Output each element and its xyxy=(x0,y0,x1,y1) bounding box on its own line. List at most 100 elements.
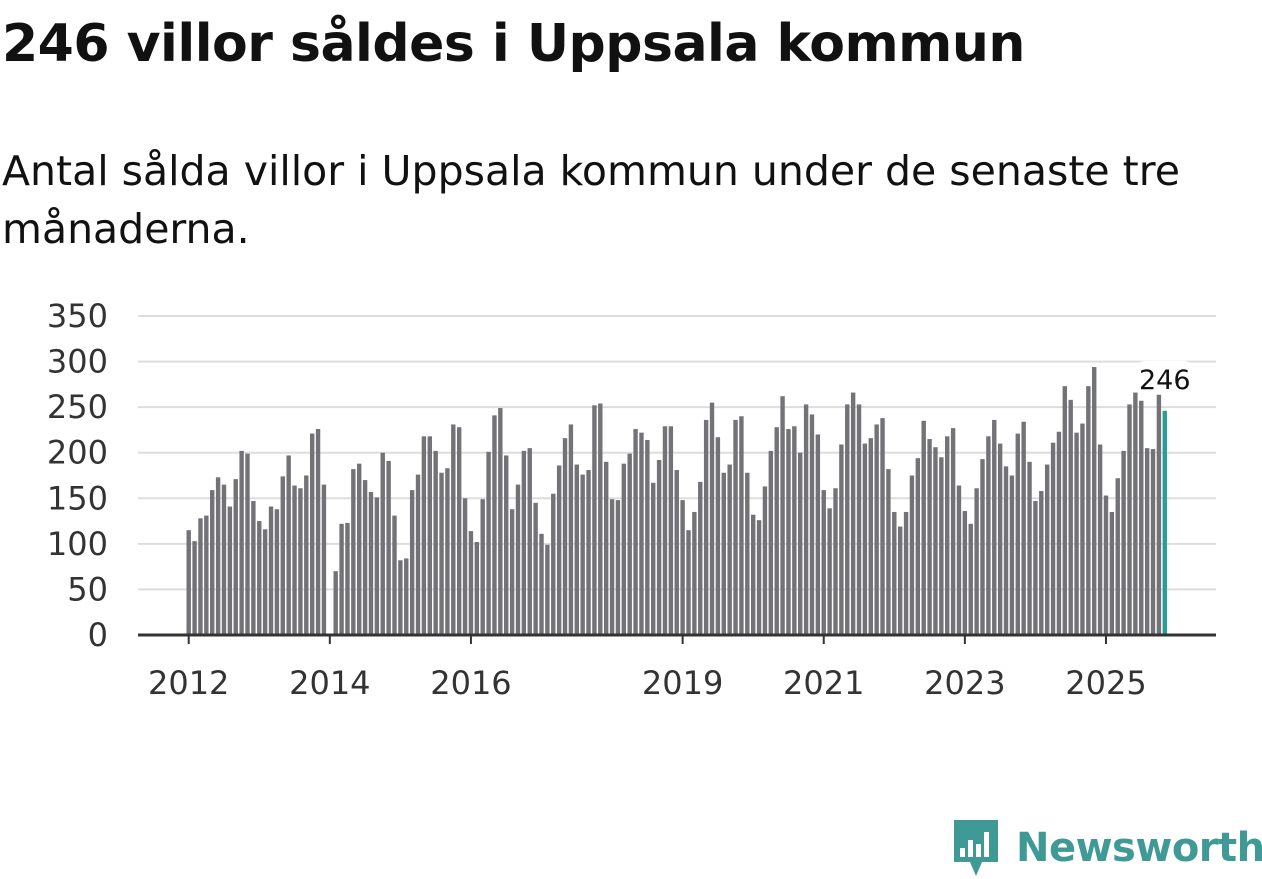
bar xyxy=(486,451,491,635)
bar xyxy=(1074,432,1079,635)
bar xyxy=(380,452,385,635)
bar xyxy=(198,518,203,635)
bar xyxy=(245,453,250,635)
bar xyxy=(551,493,556,635)
bar xyxy=(756,520,762,635)
bar xyxy=(221,484,227,635)
y-tick-label: 50 xyxy=(67,570,108,608)
bar xyxy=(368,491,374,635)
bar xyxy=(1003,466,1009,635)
bar xyxy=(845,404,850,635)
bar xyxy=(733,419,738,635)
bars xyxy=(186,367,1167,635)
bar xyxy=(950,428,956,635)
y-tick-label: 350 xyxy=(47,297,108,335)
bar xyxy=(421,436,427,635)
newsworthy-brand: Newsworthy xyxy=(952,818,1262,878)
bar xyxy=(1150,449,1156,635)
bar xyxy=(280,476,285,635)
bar xyxy=(856,404,862,635)
bar xyxy=(292,485,297,635)
bar xyxy=(656,460,662,635)
bar xyxy=(739,416,744,635)
bar xyxy=(974,488,979,635)
bar xyxy=(1144,448,1150,635)
bar xyxy=(862,443,868,635)
bar xyxy=(192,541,197,635)
bar xyxy=(897,526,903,635)
bar xyxy=(1033,501,1038,635)
bar xyxy=(1092,367,1097,635)
bar xyxy=(210,490,215,635)
bar xyxy=(686,530,691,635)
bar xyxy=(615,500,621,635)
bar xyxy=(533,502,538,635)
bar xyxy=(850,392,856,635)
bar xyxy=(574,464,579,635)
x-tick-label: 2021 xyxy=(783,664,864,702)
bar xyxy=(598,403,603,635)
bar xyxy=(621,463,627,635)
bar xyxy=(762,486,768,635)
highlight-value-label: 246 xyxy=(1139,365,1191,396)
bar xyxy=(1109,511,1115,635)
x-tick-label: 2012 xyxy=(148,664,229,702)
bar xyxy=(645,439,650,635)
bar xyxy=(227,506,233,635)
bar xyxy=(321,484,327,635)
bar xyxy=(674,470,679,635)
bar xyxy=(833,488,838,635)
bar xyxy=(727,464,732,635)
y-tick-label: 0 xyxy=(88,616,108,654)
bar xyxy=(909,475,915,635)
bar xyxy=(1056,431,1062,635)
bar xyxy=(1127,404,1132,635)
bar xyxy=(498,408,503,635)
bar xyxy=(386,460,391,635)
bar xyxy=(1080,423,1085,635)
y-tick-label: 100 xyxy=(47,525,108,563)
bar xyxy=(786,429,791,635)
bar xyxy=(609,499,615,635)
bar xyxy=(803,404,809,635)
bar xyxy=(409,490,415,635)
value-label-background xyxy=(1132,360,1197,395)
x-tick-label: 2016 xyxy=(430,664,511,702)
bar xyxy=(927,439,932,635)
bar xyxy=(997,443,1003,635)
bar xyxy=(527,448,532,635)
bar xyxy=(745,472,750,635)
bar xyxy=(404,558,409,635)
bar xyxy=(1021,421,1026,635)
bar xyxy=(939,457,944,635)
bar xyxy=(1044,464,1050,635)
bar xyxy=(562,438,568,635)
bar xyxy=(309,433,315,635)
bar xyxy=(568,424,574,635)
bar xyxy=(251,501,256,635)
bar xyxy=(921,420,926,635)
bar xyxy=(374,497,380,635)
bar xyxy=(351,469,356,635)
x-tick-label: 2014 xyxy=(289,664,370,702)
bar xyxy=(1156,393,1162,635)
bar xyxy=(1115,478,1120,635)
bar xyxy=(903,511,909,635)
bar xyxy=(204,515,209,635)
y-tick-label: 150 xyxy=(47,479,108,517)
bar xyxy=(780,396,785,635)
annotation: 246 xyxy=(1132,360,1197,396)
chart-subtitle: Antal sålda villor i Uppsala kommun unde… xyxy=(2,147,1180,253)
y-tick-label: 300 xyxy=(47,343,108,381)
bar xyxy=(815,434,821,635)
y-tick-label: 250 xyxy=(47,388,108,426)
bar xyxy=(915,458,921,635)
y-tick-label: 200 xyxy=(47,434,108,472)
bar xyxy=(262,529,268,635)
bar xyxy=(709,402,715,635)
bar xyxy=(215,477,221,635)
bar xyxy=(768,450,774,635)
bar xyxy=(333,571,338,635)
bar xyxy=(1062,386,1068,635)
